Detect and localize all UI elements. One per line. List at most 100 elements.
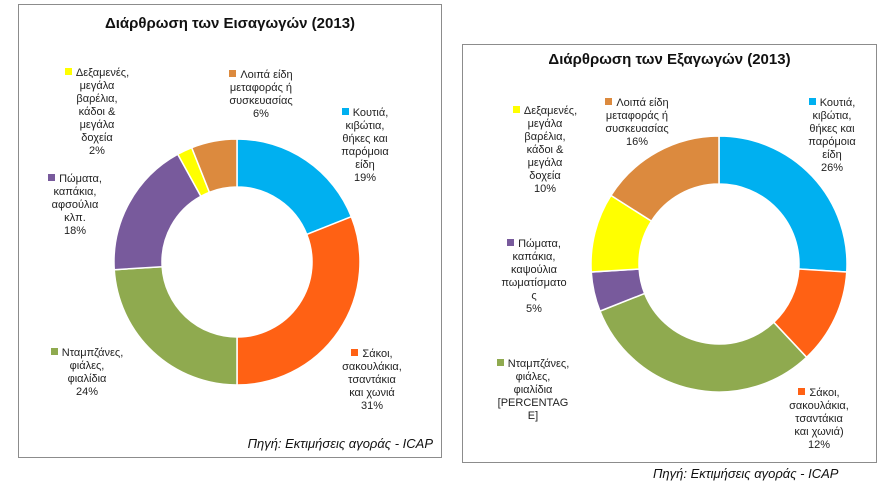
exports-label-name-caps: πωματίσματο [501, 277, 567, 289]
imports-donut-chart [113, 138, 361, 386]
imports-label-tanks: Δεξαμενές, μεγάλα βαρέλια, κάδοι & μεγάλα δοχ… [51, 67, 143, 158]
exports-label-name-bottles: φιαλίδια [513, 384, 553, 396]
exports-label-name-other: Λοιπά είδη [616, 97, 669, 109]
exports-label-name-tanks: μεγάλα [527, 157, 563, 169]
exports-label-name-bags: τσαντάκια [795, 413, 843, 425]
exports-label-name-bottles: Νταμπζάνες, [507, 358, 570, 370]
imports-label-name-caps: αφσούλια [51, 199, 99, 211]
imports-label-caps: Πώματα, καπάκια, αφσούλια κλπ. 18% [33, 173, 117, 238]
exports-label-name-bags: και χωνιά) [794, 426, 844, 438]
exports-label-name-boxes: θήκες και [809, 123, 855, 135]
imports-label-name-boxes: παρόμοια [341, 146, 389, 158]
imports-label-name-tanks: μεγάλα [79, 119, 115, 131]
imports-label-name-tanks: βαρέλια, [76, 93, 118, 105]
imports-label-name-tanks: Δεξαμενές, [75, 67, 130, 79]
imports-slice-other [190, 138, 238, 194]
exports-label-name-caps: Πώματα, [518, 238, 561, 250]
exports-legend-swatch-boxes [808, 98, 816, 105]
exports-slice-other [609, 135, 720, 223]
imports-label-boxes: Κουτιά, κιβώτια, θήκες και παρόμοια είδη 19% [325, 107, 405, 185]
exports-label-other: Λοιπά είδη μεταφοράς ή συσκευασίας 16% [591, 97, 683, 149]
imports-legend-swatch-boxes [341, 108, 349, 115]
imports-label-name-bags: τσαντάκια [348, 374, 396, 386]
imports-label-name-boxes: Κουτιά, [352, 107, 389, 119]
exports-label-name-tanks: δοχεία [529, 170, 561, 182]
exports-label-value-tanks: 10% [533, 183, 557, 195]
imports-chart-title: Διάρθρωση των Εισαγωγών (2013) [104, 15, 356, 32]
imports-label-name-boxes: είδη [355, 159, 375, 171]
exports-label-caps: Πώματα, καπάκια, καψούλια πωματίσματο ς 5% [487, 238, 581, 316]
exports-label-name-other: μεταφοράς ή [605, 110, 669, 122]
imports-label-name-tanks: μεγάλα [79, 80, 115, 92]
imports-label-name-tanks: κάδοι & [78, 106, 116, 118]
imports-label-name-bags: σακουλάκια, [342, 361, 402, 373]
imports-label-bottles: Νταμπζάνες, φιάλες, φιαλίδια 24% [39, 347, 135, 399]
exports-donut-chart [590, 135, 848, 393]
exports-label-name-caps: καψούλια [510, 264, 557, 276]
exports-chart-panel: Διάρθρωση των Εξαγωγών (2013) Κουτιά, κιβ… [462, 44, 877, 463]
exports-label-bags: Σάκοι, σακουλάκια, τσαντάκια και χωνιά) 12% [771, 387, 867, 452]
imports-slice-bags [236, 215, 361, 386]
exports-label-value-bottles: E] [527, 410, 539, 422]
exports-label-name-tanks: βαρέλια, [524, 131, 566, 143]
imports-label-bags: Σάκοι, σακουλάκια, τσαντάκια και χωνιά 31% [329, 348, 415, 413]
imports-label-name-bottles: φιαλίδια [67, 373, 107, 385]
imports-label-name-caps: κλπ. [64, 212, 86, 224]
exports-label-name-bags: Σάκοι, [809, 387, 840, 399]
exports-label-name-tanks: μεγάλα [527, 118, 563, 130]
exports-label-name-caps: καπάκια, [512, 251, 556, 263]
exports-label-name-bags: σακουλάκια, [789, 400, 849, 412]
exports-source-note: Πηγή: Εκτιμήσεις αγοράς - ICAP [653, 466, 839, 481]
imports-label-name-other: μεταφοράς ή [229, 82, 293, 94]
imports-label-name-boxes: κιβώτια, [345, 120, 385, 132]
exports-label-name-tanks: Δεξαμενές, [523, 105, 578, 117]
imports-label-name-bottles: φιάλες, [69, 360, 105, 372]
exports-legend-swatch-caps [507, 239, 515, 246]
exports-legend-swatch-other [605, 98, 613, 105]
exports-chart-title: Διάρθρωση των Εξαγωγών (2013) [548, 51, 791, 68]
exports-label-name-boxes: είδη [822, 149, 842, 161]
exports-label-name-tanks: κάδοι & [526, 144, 564, 156]
imports-legend-swatch-caps [48, 174, 56, 181]
exports-label-bottles: Νταμπζάνες, φιάλες, φιαλίδια [PERCENTAG E] [485, 358, 581, 423]
exports-label-name-boxes: κιβώτια, [812, 110, 852, 122]
exports-slice-boxes [718, 135, 848, 273]
exports-slice-bottles [599, 292, 808, 393]
imports-label-value-tanks: 2% [89, 145, 105, 157]
imports-label-value-bottles: 24% [75, 386, 99, 398]
exports-label-name-boxes: Κουτιά, [819, 97, 856, 109]
exports-label-value-boxes: 26% [820, 162, 844, 174]
exports-label-value-caps: 5% [526, 303, 542, 315]
exports-label-name-boxes: παρόμοια [808, 136, 856, 148]
imports-label-name-bags: Σάκοι, [362, 348, 393, 360]
imports-chart-panel: Διάρθρωση των Εισαγωγών (2013) Κουτιά, κι… [18, 4, 442, 458]
imports-label-value-bags: 31% [360, 400, 384, 412]
exports-label-boxes: Κουτιά, κιβώτια, θήκες και παρόμοια είδη 26% [789, 97, 875, 175]
imports-label-other: Λοιπά είδη μεταφοράς ή συσκευασίας 6% [215, 69, 307, 121]
imports-legend-swatch-bags [351, 349, 359, 356]
imports-label-name-caps: Πώματα, [59, 173, 102, 185]
imports-label-name-boxes: θήκες και [342, 133, 388, 145]
imports-slice-bottles [113, 265, 238, 386]
imports-label-name-other: συσκευασίας [229, 95, 293, 107]
imports-label-value-boxes: 19% [353, 172, 377, 184]
exports-label-value-bottles: [PERCENTAG [497, 397, 569, 409]
exports-legend-swatch-bags [798, 388, 806, 395]
exports-label-value-bags: 12% [807, 439, 831, 451]
exports-label-name-caps: ς [531, 290, 537, 302]
imports-source-note: Πηγή: Εκτιμήσεις αγοράς - ICAP [247, 436, 433, 451]
imports-legend-swatch-bottles [50, 348, 58, 355]
exports-legend-swatch-tanks [512, 106, 520, 113]
imports-label-name-bags: και χωνιά [349, 387, 395, 399]
exports-legend-swatch-bottles [496, 359, 504, 366]
imports-label-name-tanks: δοχεία [81, 132, 113, 144]
imports-label-name-bottles: Νταμπζάνες, [61, 347, 124, 359]
exports-label-value-other: 16% [625, 136, 649, 148]
exports-label-name-bottles: φιάλες, [515, 371, 551, 383]
exports-label-tanks: Δεξαμενές, μεγάλα βαρέλια, κάδοι & μεγάλα δοχ… [499, 105, 591, 196]
imports-label-name-other: Λοιπά είδη [240, 69, 293, 81]
imports-label-value-other: 6% [253, 108, 269, 120]
imports-legend-swatch-tanks [64, 68, 72, 75]
exports-label-name-other: συσκευασίας [605, 123, 669, 135]
imports-legend-swatch-other [229, 70, 237, 77]
